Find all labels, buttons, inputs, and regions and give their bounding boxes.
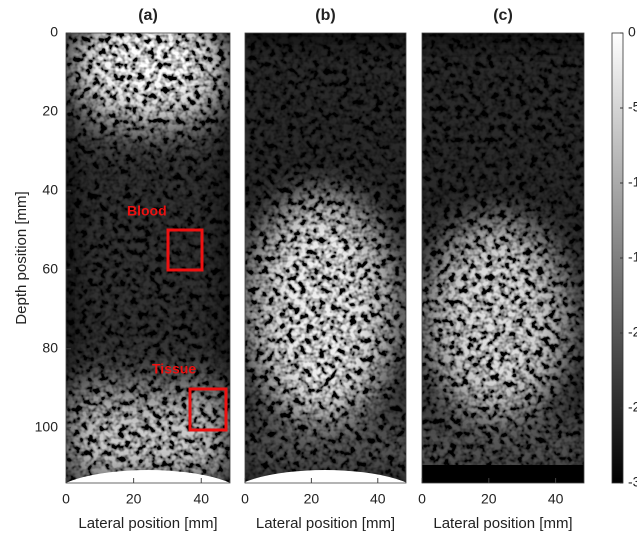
colorbar-tick-label: -5 — [628, 99, 637, 115]
annotation: Tissue — [152, 361, 196, 377]
colorbar-tick-label: -30 — [628, 474, 637, 490]
ultrasound-image — [66, 33, 230, 483]
x-tick-label: 20 — [481, 491, 497, 507]
x-tick-label: 20 — [304, 491, 320, 507]
x-tick-label: 0 — [241, 491, 249, 507]
y-tick-label: 100 — [35, 418, 59, 434]
x-tick-label: 0 — [62, 491, 70, 507]
y-tick-label: 0 — [50, 24, 58, 40]
image-edge — [48, 470, 248, 530]
roi-box — [166, 228, 204, 272]
plot-frame — [421, 32, 585, 484]
colorbar-tick-label: -25 — [628, 399, 637, 415]
y-tick-label: 80 — [42, 339, 58, 355]
colorbar-tick-label: -15 — [628, 249, 637, 265]
plot-frame — [65, 32, 231, 484]
ultrasound-image — [245, 33, 406, 483]
x-tick-label: 40 — [370, 491, 386, 507]
colorbar-tick-label: -10 — [628, 174, 637, 190]
panel-title: (b) — [315, 7, 335, 24]
x-axis-label: Lateral position [mm] — [433, 515, 572, 532]
y-tick-label: 20 — [42, 103, 58, 119]
x-tick-label: 40 — [548, 491, 564, 507]
colorbar-tick-label: -20 — [628, 324, 637, 340]
x-tick-label: 0 — [418, 491, 426, 507]
panel-images: Blood Tissue Depth position [mm] — [13, 32, 624, 530]
x-tick-label: 20 — [126, 491, 142, 507]
y-axis-label: Depth position [mm] — [13, 191, 30, 324]
x-axis-label: Lateral position [mm] — [78, 515, 217, 532]
annotation: Blood — [127, 203, 167, 219]
image-edge — [225, 470, 425, 530]
ultrasound-image — [422, 33, 584, 465]
colorbar-tick-label: 0 — [628, 24, 636, 40]
panel-title: (c) — [493, 7, 513, 24]
roi-box — [188, 387, 228, 432]
plot-frame — [244, 32, 407, 484]
y-tick-label: 40 — [42, 182, 58, 198]
x-axis-label: Lateral position [mm] — [256, 515, 395, 532]
panel-title: (a) — [138, 7, 158, 24]
y-tick-label: 60 — [42, 261, 58, 277]
x-tick-label: 40 — [193, 491, 209, 507]
